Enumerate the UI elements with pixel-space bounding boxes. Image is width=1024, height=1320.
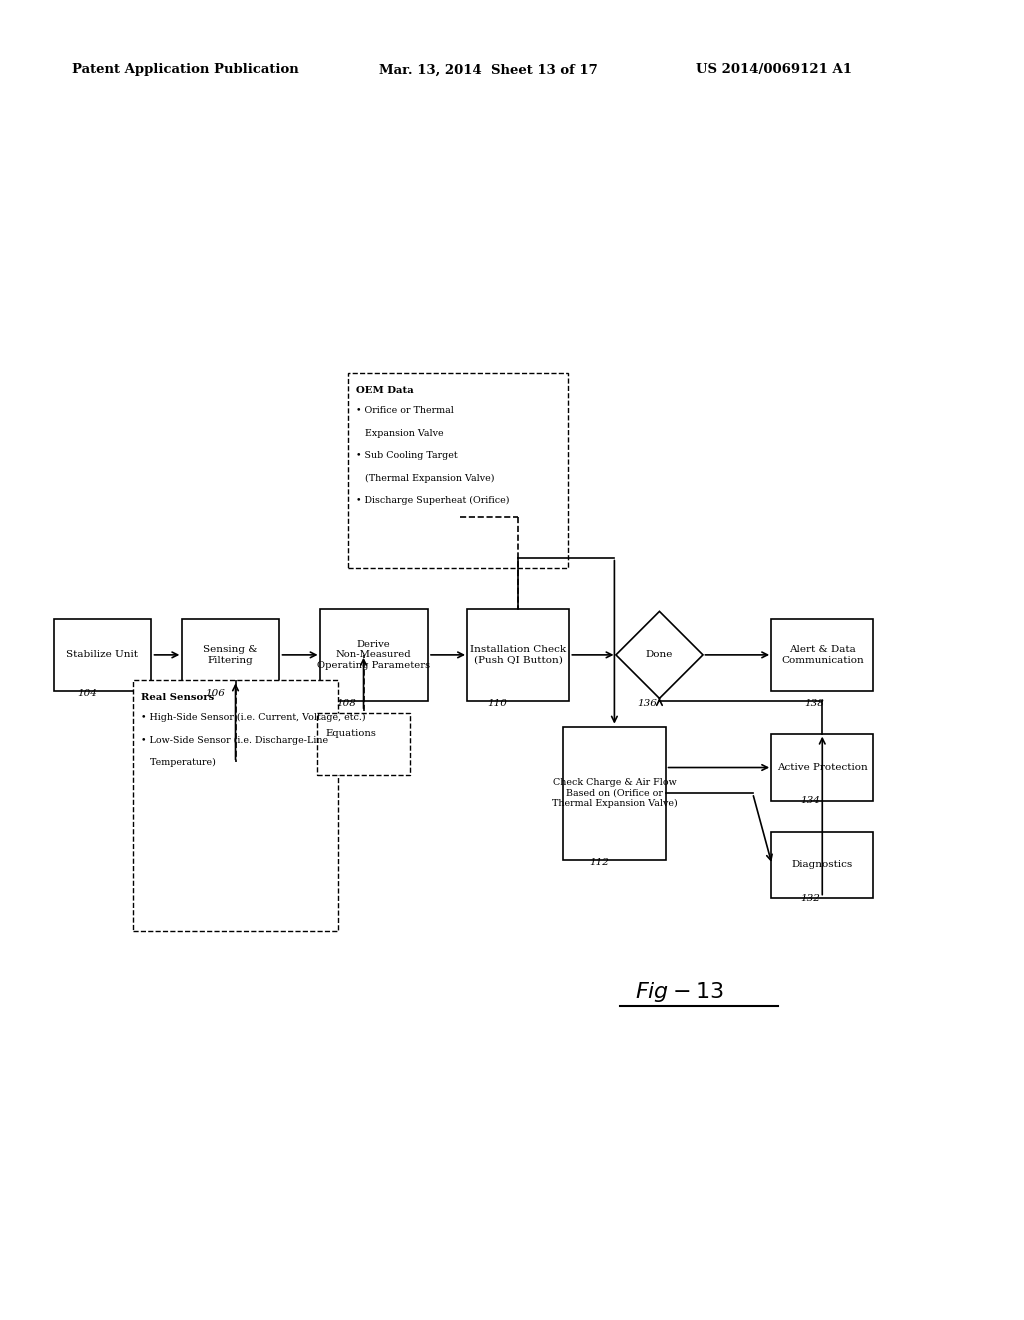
Text: 134: 134 [801,796,820,805]
Text: Installation Check
(Push QI Button): Installation Check (Push QI Button) [470,645,566,664]
Text: • Low-Side Sensor (i.e. Discharge-Line: • Low-Side Sensor (i.e. Discharge-Line [141,735,329,744]
Text: • Orifice or Thermal: • Orifice or Thermal [356,407,455,414]
Text: Sensing &
Filtering: Sensing & Filtering [203,645,258,664]
FancyBboxPatch shape [182,619,279,690]
Text: Mar. 13, 2014  Sheet 13 of 17: Mar. 13, 2014 Sheet 13 of 17 [379,63,598,77]
Text: 112: 112 [589,858,608,867]
Text: $\it{Fig-13}$: $\it{Fig-13}$ [635,979,724,1005]
Text: 108: 108 [336,700,355,708]
FancyBboxPatch shape [467,609,569,701]
FancyBboxPatch shape [771,832,873,898]
Text: 104: 104 [77,689,96,698]
FancyBboxPatch shape [563,726,666,859]
Text: Real Sensors: Real Sensors [141,693,215,702]
Text: Active Protection: Active Protection [777,763,867,772]
Text: (Thermal Expansion Valve): (Thermal Expansion Valve) [356,474,495,483]
Text: • Sub Cooling Target: • Sub Cooling Target [356,451,458,461]
FancyBboxPatch shape [133,681,338,932]
Text: Check Charge & Air Flow
Based on (Orifice or
Thermal Expansion Valve): Check Charge & Air Flow Based on (Orific… [552,779,677,808]
Text: 106: 106 [205,689,224,698]
Text: • High-Side Sensor (i.e. Current, Voltage, etc.): • High-Side Sensor (i.e. Current, Voltag… [141,713,366,722]
Text: Alert & Data
Communication: Alert & Data Communication [781,645,863,664]
FancyBboxPatch shape [771,734,873,801]
Text: Derive
Non-Measured
Operating Parameters: Derive Non-Measured Operating Parameters [317,640,430,669]
Text: Expansion Valve: Expansion Valve [356,429,444,437]
Text: Diagnostics: Diagnostics [792,861,853,870]
FancyBboxPatch shape [771,619,873,690]
Text: Temperature): Temperature) [141,758,216,767]
Text: Equations: Equations [326,729,377,738]
Text: US 2014/0069121 A1: US 2014/0069121 A1 [696,63,852,77]
Text: • Discharge Superheat (Orifice): • Discharge Superheat (Orifice) [356,496,510,506]
Text: Stabilize Unit: Stabilize Unit [67,651,138,660]
Text: 138: 138 [804,700,823,708]
Text: OEM Data: OEM Data [356,385,414,395]
Text: 132: 132 [801,894,820,903]
FancyBboxPatch shape [319,609,428,701]
Text: Patent Application Publication: Patent Application Publication [72,63,298,77]
FancyBboxPatch shape [348,374,568,568]
Text: 110: 110 [487,700,507,708]
Text: Done: Done [646,651,673,660]
Text: 136: 136 [637,700,656,708]
Polygon shape [616,611,702,698]
FancyBboxPatch shape [317,713,410,775]
FancyBboxPatch shape [54,619,152,690]
